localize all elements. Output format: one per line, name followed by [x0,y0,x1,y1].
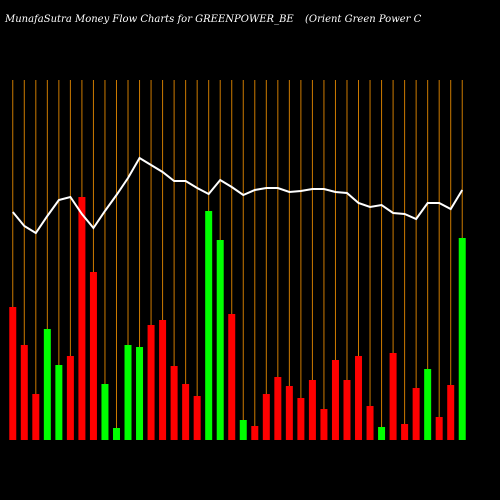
bar [378,427,386,440]
chart-subtitle: (Orient Green Power C [305,14,422,25]
bar [331,360,339,440]
bar [239,420,247,440]
bar [55,365,63,440]
bar [447,385,455,440]
bar [343,380,351,440]
bar [66,356,74,440]
bar [147,325,155,440]
bar [320,409,328,440]
bar [20,345,28,440]
bar [274,377,282,440]
bar [435,417,443,440]
bar [170,366,178,440]
bar [216,240,224,440]
bar [78,197,86,440]
bar [308,380,316,440]
bar [366,406,374,440]
bar [355,356,363,440]
bar [251,426,259,440]
line [11,156,464,235]
bar [136,347,144,440]
bar [159,320,167,440]
bar [43,329,51,440]
bar [9,307,17,440]
bar [285,386,293,440]
bar [124,345,132,440]
bar [182,384,190,440]
bar [112,428,120,440]
bar [401,424,409,440]
chart-title: MunafaSutra Money Flow Charts for GREENP… [4,14,294,25]
bar [205,211,213,440]
bar [101,384,109,440]
bar [297,398,305,440]
bar [262,394,270,440]
bar [389,353,397,440]
bar [32,394,40,440]
bar [228,314,236,440]
bar [458,238,466,440]
bar [424,369,432,440]
bar [89,272,97,440]
bar [412,388,420,440]
bar [193,396,201,440]
